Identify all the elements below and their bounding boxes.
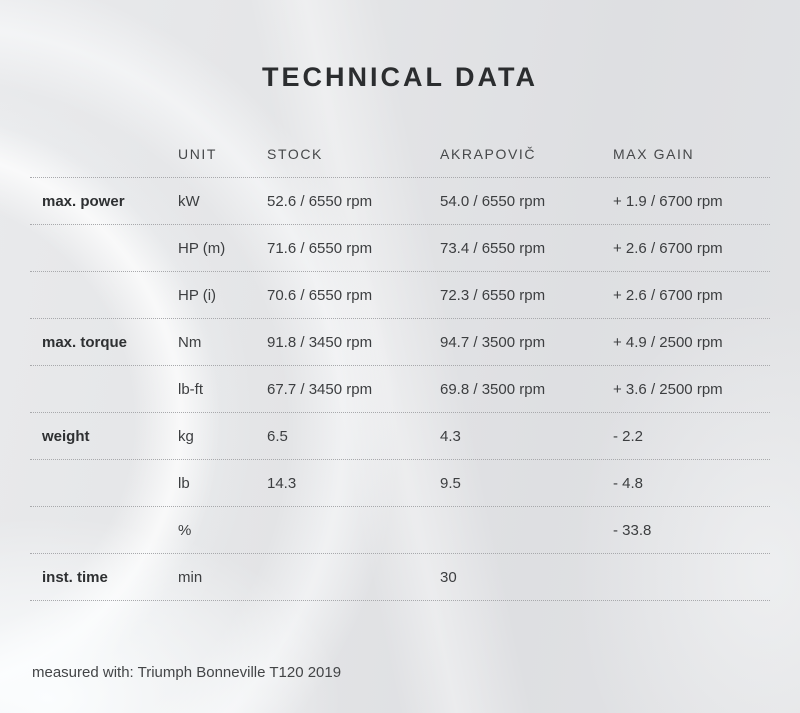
page-title: TECHNICAL DATA bbox=[262, 62, 538, 93]
table-row: max. power kW 52.6 / 6550 rpm 54.0 / 655… bbox=[30, 178, 770, 225]
max-gain-value-cell: - 4.8 bbox=[613, 474, 644, 492]
column-header-max-gain: MAX GAIN bbox=[613, 146, 695, 162]
unit-cell: HP (i) bbox=[178, 286, 217, 304]
akrapovic-value-cell: 9.5 bbox=[440, 474, 461, 492]
table-row: lb 14.3 9.5 - 4.8 bbox=[30, 460, 770, 507]
stock-value-cell: 70.6 / 6550 rpm bbox=[267, 286, 373, 304]
column-header-akrapovic: AKRAPOVIČ bbox=[440, 146, 537, 162]
table-row: HP (i) 70.6 / 6550 rpm 72.3 / 6550 rpm +… bbox=[30, 272, 770, 319]
row-label-cell: max. torque bbox=[42, 333, 128, 351]
unit-cell: HP (m) bbox=[178, 239, 226, 257]
akrapovic-value-cell: 30 bbox=[440, 568, 457, 586]
stock-value-cell: 52.6 / 6550 rpm bbox=[267, 192, 373, 210]
row-label-cell: inst. time bbox=[42, 568, 108, 586]
table-row: weight kg 6.5 4.3 - 2.2 bbox=[30, 413, 770, 460]
max-gain-value-cell: + 1.9 / 6700 rpm bbox=[613, 192, 723, 210]
max-gain-value-cell: + 2.6 / 6700 rpm bbox=[613, 239, 723, 257]
max-gain-value-cell: - 2.2 bbox=[613, 427, 644, 445]
stock-value-cell: 71.6 / 6550 rpm bbox=[267, 239, 373, 257]
row-label-cell: weight bbox=[42, 427, 90, 445]
stock-value-cell: 14.3 bbox=[267, 474, 297, 492]
max-gain-value-cell: + 2.6 / 6700 rpm bbox=[613, 286, 723, 304]
table-row: HP (m) 71.6 / 6550 rpm 73.4 / 6550 rpm +… bbox=[30, 225, 770, 272]
column-header-unit: UNIT bbox=[178, 146, 218, 162]
table-row: % - 33.8 bbox=[30, 507, 770, 554]
akrapovic-value-cell: 72.3 / 6550 rpm bbox=[440, 286, 546, 304]
technical-data-table: UNIT STOCK AKRAPOVIČ MAX GAIN max. power… bbox=[30, 131, 770, 601]
table-header-row: UNIT STOCK AKRAPOVIČ MAX GAIN bbox=[30, 131, 770, 178]
akrapovic-value-cell: 4.3 bbox=[440, 427, 461, 445]
akrapovic-value-cell: 69.8 / 3500 rpm bbox=[440, 380, 546, 398]
unit-cell: kg bbox=[178, 427, 194, 445]
stock-value-cell: 6.5 bbox=[267, 427, 288, 445]
unit-cell: lb bbox=[178, 474, 190, 492]
max-gain-value-cell: + 3.6 / 2500 rpm bbox=[613, 380, 723, 398]
table-body: max. power kW 52.6 / 6550 rpm 54.0 / 655… bbox=[30, 178, 770, 601]
stock-value-cell: 91.8 / 3450 rpm bbox=[267, 333, 373, 351]
table-row: inst. time min 30 bbox=[30, 554, 770, 601]
row-label-cell: max. power bbox=[42, 192, 125, 210]
unit-cell: min bbox=[178, 568, 203, 586]
akrapovic-value-cell: 54.0 / 6550 rpm bbox=[440, 192, 546, 210]
measured-with-note: measured with: Triumph Bonneville T120 2… bbox=[32, 664, 342, 681]
akrapovic-value-cell: 73.4 / 6550 rpm bbox=[440, 239, 546, 257]
akrapovic-value-cell: 94.7 / 3500 rpm bbox=[440, 333, 546, 351]
unit-cell: Nm bbox=[178, 333, 202, 351]
table-row: max. torque Nm 91.8 / 3450 rpm 94.7 / 35… bbox=[30, 319, 770, 366]
table-row: lb-ft 67.7 / 3450 rpm 69.8 / 3500 rpm + … bbox=[30, 366, 770, 413]
unit-cell: kW bbox=[178, 192, 200, 210]
unit-cell: lb-ft bbox=[178, 380, 204, 398]
unit-cell: % bbox=[178, 521, 192, 539]
column-header-stock: STOCK bbox=[267, 146, 323, 162]
max-gain-value-cell: + 4.9 / 2500 rpm bbox=[613, 333, 723, 351]
stock-value-cell: 67.7 / 3450 rpm bbox=[267, 380, 373, 398]
max-gain-value-cell: - 33.8 bbox=[613, 521, 652, 539]
